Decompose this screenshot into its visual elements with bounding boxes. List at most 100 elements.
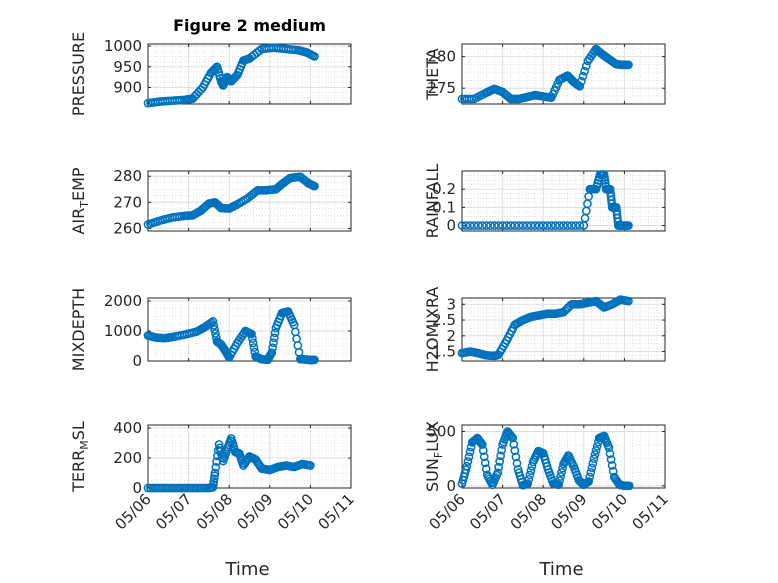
data-point [461,221,471,230]
data-point [465,221,475,230]
major-grid [148,171,351,231]
x-tick-label: 05/11 [315,490,358,533]
data-point [492,470,502,480]
series-markers [457,44,633,104]
data-point [607,461,617,470]
data-point [494,221,503,230]
y-tick-label: 0 [446,217,456,235]
data-point [212,457,221,466]
major-grid [148,44,351,104]
x-tick-label: 05/07 [466,490,509,533]
data-point [481,464,491,474]
y-tick-label: 400 [113,419,142,437]
x-tick-label: 05/07 [152,490,195,533]
y-axis-label: MIXDEPTH [69,288,88,371]
data-point [497,445,506,455]
subplot-pressure: 900 950 1000 PRESSURE Figure 2 medium [69,16,352,116]
data-point [309,355,318,365]
y-tick-label: 0 [446,477,456,495]
y-tick-label: 0.1 [432,198,456,216]
subplot-sun_flux: 0 500SUNFLUX05/0605/0705/0805/0905/1005/1… [423,421,672,580]
data-point [495,457,505,466]
data-point [571,221,581,230]
data-point [603,441,613,450]
y-tick-label: 900 [113,78,142,96]
y-tick-label: 1.5 [432,343,456,361]
data-point [567,221,576,230]
data-point [245,329,255,338]
data-point [506,221,516,230]
data-point [622,296,632,306]
data-point [514,221,524,230]
data-point [510,221,520,230]
data-point [509,439,519,449]
data-point [506,431,515,440]
y-tick-label: 1000 [104,37,142,55]
data-point [269,333,279,343]
data-point [583,477,593,487]
data-point [205,319,215,329]
data-point [623,481,633,491]
y-axis-label: PRESSURE [69,32,88,116]
data-point [542,221,552,230]
data-point [288,317,298,327]
data-point [538,221,548,230]
data-point [249,343,259,352]
y-axis-label: AIRTEMP [69,167,91,234]
data-point [589,454,599,464]
data-point [469,221,479,230]
y-tick-label: 260 [113,219,142,237]
data-point [248,338,258,348]
data-point [202,483,211,493]
y-tick-label: 1000 [104,322,142,340]
data-point [480,458,490,468]
data-point [464,452,474,462]
data-point [209,321,219,330]
x-tick-label: 05/10 [274,490,317,533]
data-point [252,48,262,58]
data-point [578,71,588,81]
y-tick-label: 500 [427,423,456,441]
x-tick-label: 05/08 [507,490,550,533]
data-point [512,458,522,468]
data-point [478,446,488,455]
data-point [460,468,470,478]
data-point [269,338,278,348]
data-point [518,221,528,230]
data-point [586,468,596,477]
data-point [209,66,218,75]
subplot-mixdepth: 0 1000 2000 MIXDEPTH [69,288,352,371]
data-point [522,479,532,489]
data-point [457,221,467,230]
y-tick-label: 2 [446,327,456,345]
data-point [254,46,264,56]
y-tick-label: 270 [113,193,142,211]
data-point [498,221,507,230]
y-tick-label: 280 [427,48,456,66]
data-point [590,450,600,459]
data-point [494,462,504,472]
data-point [479,452,489,462]
data-point [605,449,615,459]
data-point [565,73,575,83]
data-point [467,94,477,104]
subplot-terr_msl: 0200400TERRMSL05/0605/0705/0805/0905/100… [69,419,358,580]
data-point [557,468,566,477]
data-point [575,221,585,230]
data-point [592,441,602,451]
data-point [525,470,535,480]
x-tick-label: 05/06 [426,490,469,533]
series-markers [143,434,315,493]
series-markers [457,295,633,361]
y-axis-label: THETA [423,48,442,100]
data-point [587,463,597,473]
data-point [511,452,521,462]
data-point [210,471,219,481]
data-point [581,61,591,71]
data-point [194,87,204,97]
data-point [577,76,586,86]
data-point [308,51,318,60]
data-point [502,221,512,230]
data-point [211,329,220,338]
